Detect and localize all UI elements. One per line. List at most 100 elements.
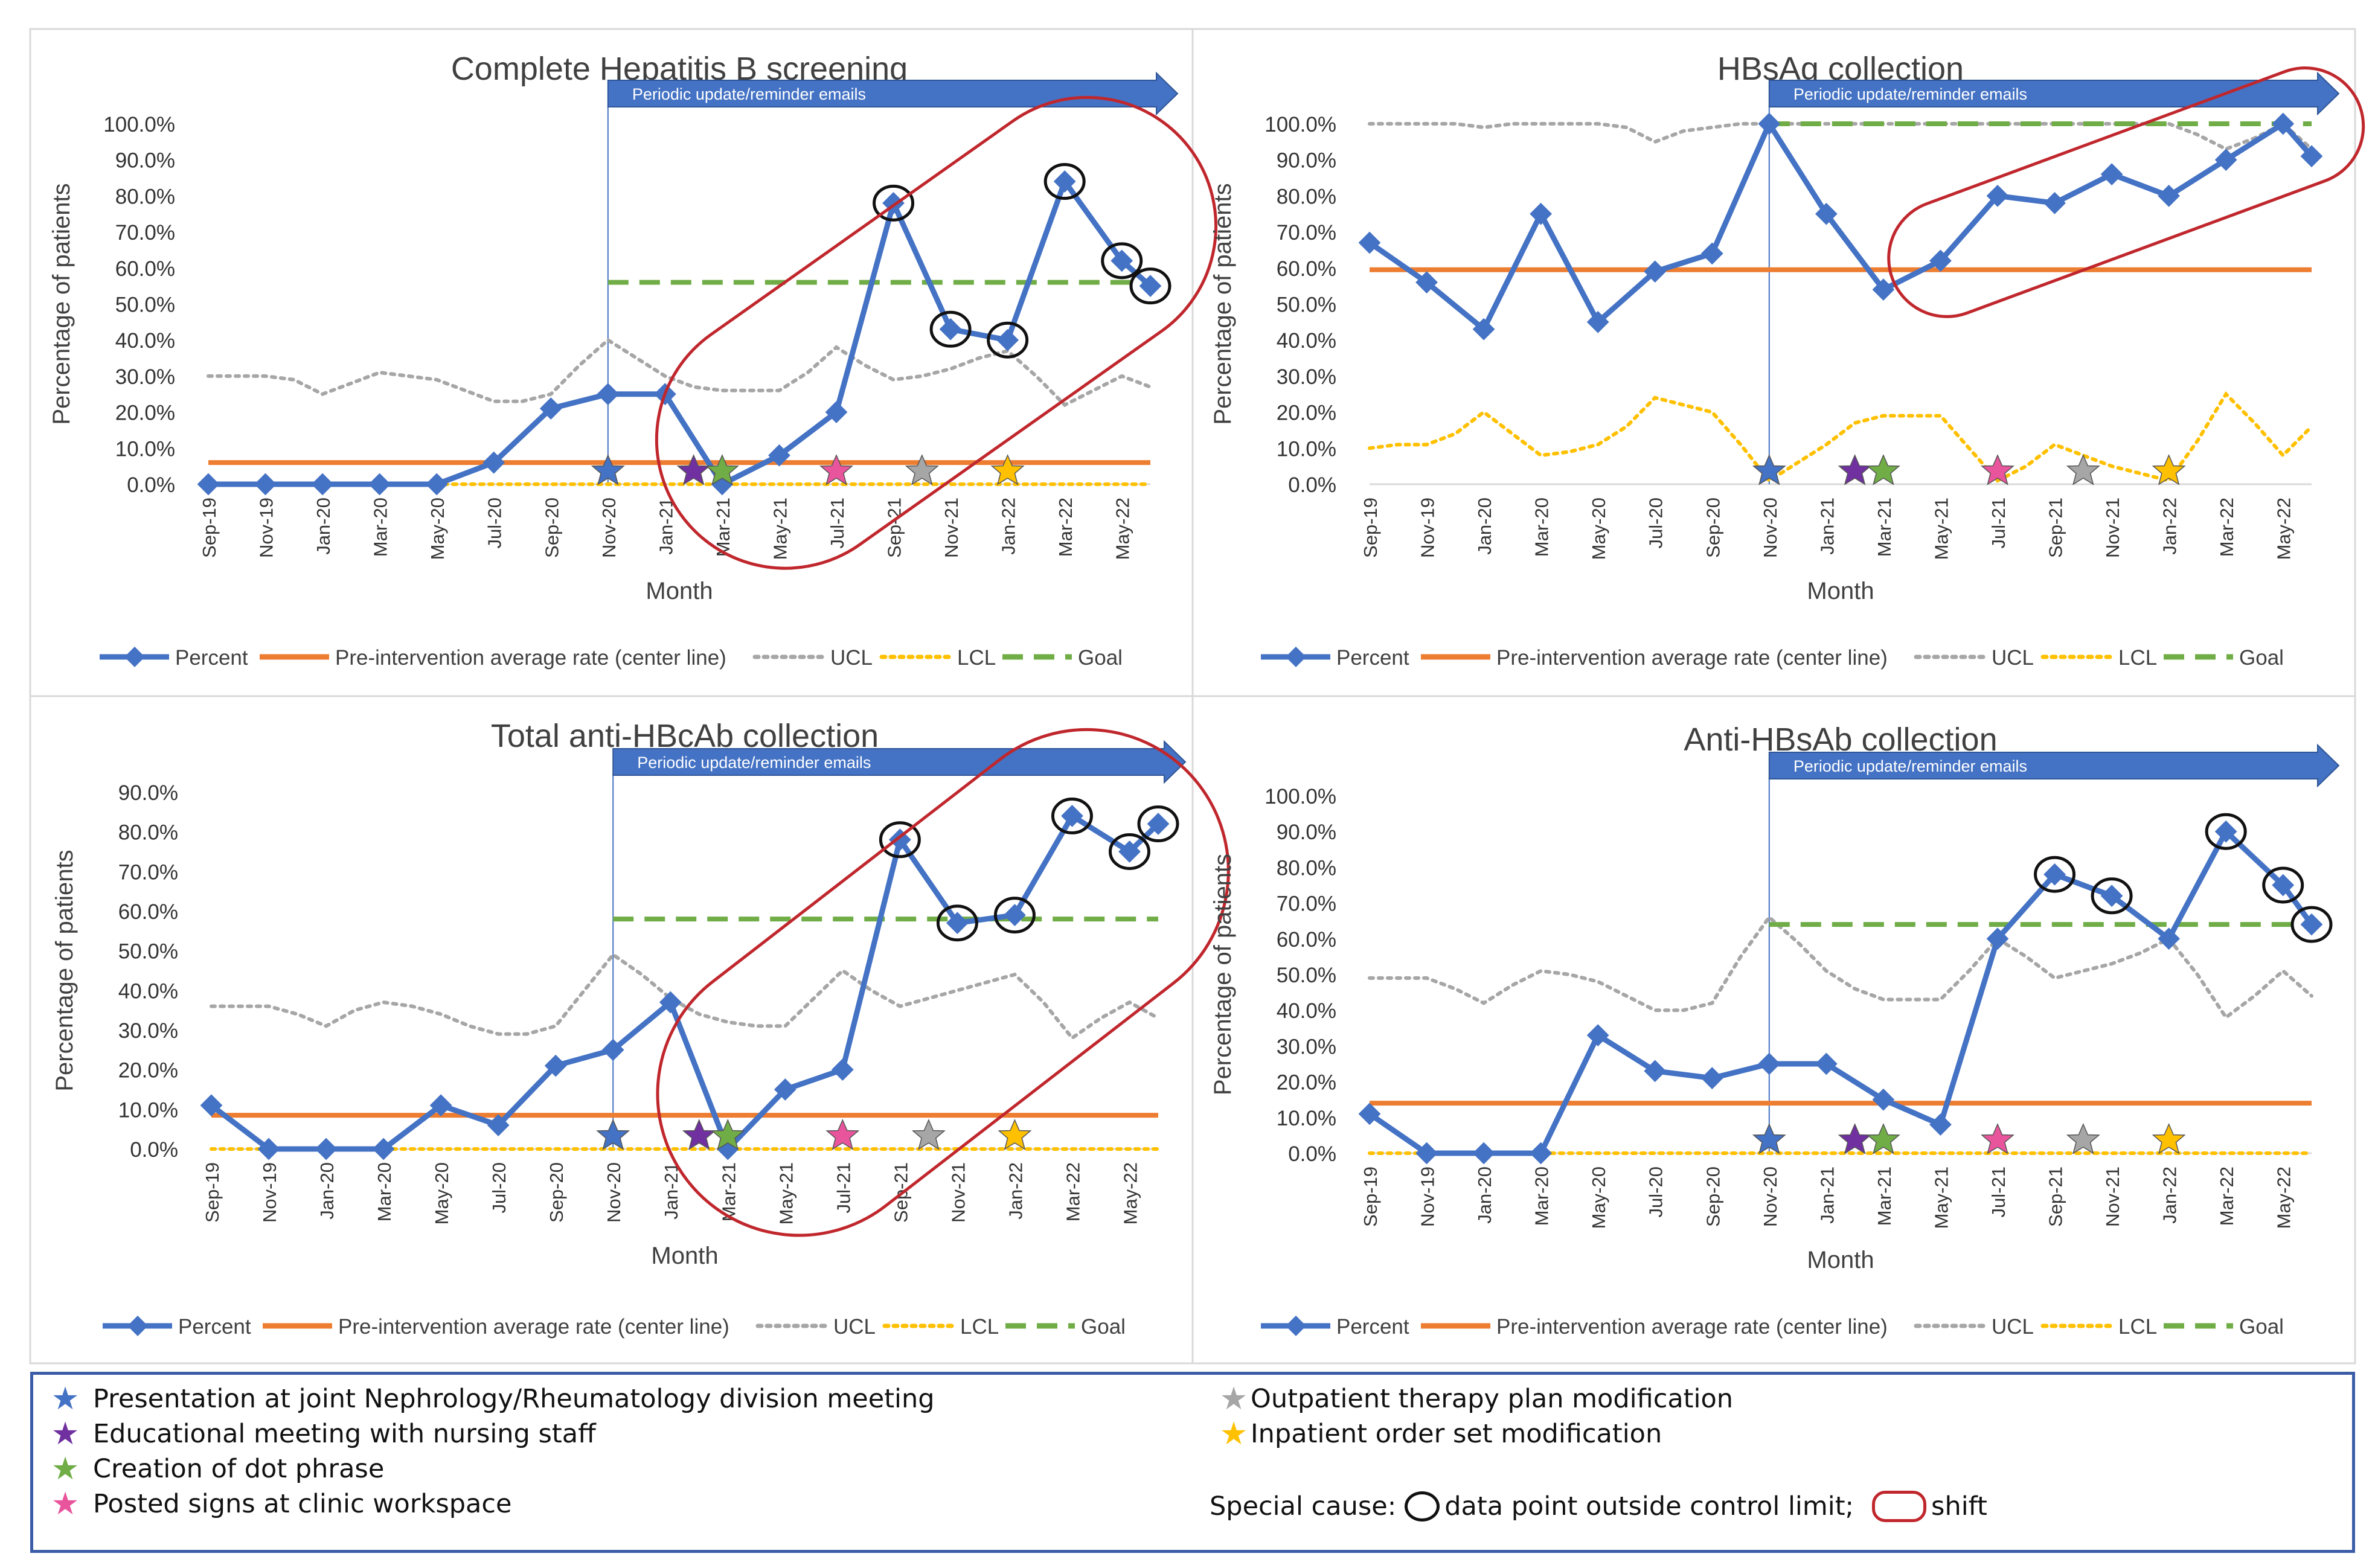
reminder-arrow [1768,743,2340,788]
x-tick-label: Nov-21 [2102,1166,2123,1227]
event-star-presentation [596,1119,630,1150]
legend-item-presentation: ★ Presentation at joint Nephrology/Rheum… [48,1383,935,1415]
event-star-presentation [1752,454,1786,485]
special-cause-circle-label: data point outside control limit; [1444,1491,1854,1522]
y-tick-label: 30.0% [1277,365,1336,389]
reminder-arrow [612,740,1187,784]
special-cause-circle [987,321,1029,359]
x-tick-label: May-21 [1931,1166,1952,1229]
lcl-line [1368,391,2313,484]
y-tick-label: 10.0% [1277,437,1336,461]
percent-marker [1111,249,1133,272]
y-tick-label: 90.0% [115,149,175,173]
special-cause-circle [1051,797,1093,834]
percent-marker [1415,271,1438,294]
x-tick-label: Nov-19 [259,1162,280,1223]
legend-label-center: Pre-intervention average rate (center li… [1496,646,1888,670]
x-tick-label: Mar-22 [2216,498,2237,557]
chart-panel-2: HBsAg collection0.0%10.0%20.0%30.0%40.0%… [1210,51,2365,670]
x-tick-label: Jan-21 [661,1162,682,1220]
y-tick-label: 90.0% [1277,149,1336,173]
purple-star-icon: ★ [51,1416,80,1452]
x-tick-label: Jan-21 [1816,1166,1838,1224]
legend-marker-percent [1286,1316,1306,1336]
y-tick-label: 80.0% [1277,185,1336,208]
x-tick-label: Sep-19 [1360,1166,1381,1227]
legend-label-goal: Goal [1078,646,1123,670]
y-axis-label: Percentage of patients [1210,854,1236,1095]
y-tick-label: 50.0% [1277,293,1336,317]
legend-label-lcl: LCL [2118,646,2157,670]
x-tick-label: Sep-20 [1702,1166,1723,1227]
y-tick-label: 90.0% [118,781,178,805]
x-tick-label: Jul-21 [827,498,848,548]
percent-marker [1986,185,2009,207]
y-tick-label: 40.0% [115,329,175,353]
x-tick-label: Jan-21 [1816,498,1838,555]
x-tick-label: Mar-21 [1874,498,1895,557]
y-tick-label: 0.0% [130,1138,178,1162]
percent-marker [2158,927,2181,950]
reminder-arrow-label: Periodic update/reminder emails [1793,757,2027,775]
x-tick-label: Jan-22 [1005,1162,1026,1220]
x-tick-label: Jan-22 [2159,498,2181,555]
x-tick-label: Jan-22 [2159,1166,2181,1224]
legend-label-therapy: Outpatient therapy plan modification [1251,1384,1734,1414]
percent-marker [539,397,562,420]
y-tick-label: 40.0% [118,979,178,1003]
percent-marker [1530,1142,1553,1165]
x-tick-label: Mar-20 [1531,1166,1553,1226]
x-tick-label: Jan-21 [655,498,676,555]
y-tick-label: 20.0% [118,1059,178,1083]
x-tick-label: Sep-19 [199,498,220,558]
legend-label-percent: Percent [1336,1315,1409,1339]
percent-marker [544,1054,567,1077]
y-axis-label: Percentage of patients [1210,183,1236,424]
legend-item-dot-phrase: ★ Creation of dot phrase [48,1453,385,1485]
percent-marker [1472,318,1495,341]
x-tick-label: May-22 [1120,1162,1141,1224]
percent-line [1368,121,2314,332]
percent-marker [368,473,391,496]
shift-outline [1887,66,2365,318]
x-tick-label: Nov-20 [603,1162,624,1223]
chart-panel-1: Complete Hepatitis B screening0.0%10.0%2… [48,51,1218,670]
percent-marker [1872,278,1895,301]
y-tick-label: 60.0% [115,257,175,281]
legend-label-lcl: LCL [960,1315,999,1339]
shift-outline [656,728,1230,1237]
legend-item-order-set: ★ Inpatient order set modification [1217,1418,1662,1450]
y-tick-label: 30.0% [118,1019,178,1043]
x-tick-label: Nov-19 [1417,1166,1438,1227]
special-cause-circle [993,897,1036,934]
y-tick-label: 40.0% [1277,999,1336,1023]
percent-marker [1815,1052,1838,1075]
percent-marker [1986,927,2009,950]
percent-marker [996,328,1019,351]
x-tick-label: May-21 [1931,498,1952,560]
legend-label-goal: Goal [2239,1315,2284,1339]
y-tick-label: 20.0% [1277,1071,1336,1095]
event-star-dot [711,1119,745,1150]
x-tick-label: Nov-20 [1760,498,1781,558]
percent-marker [768,444,790,467]
y-tick-label: 10.0% [115,437,175,461]
x-tick-label: Sep-19 [202,1162,223,1223]
x-axis-label: Month [646,578,713,604]
percent-marker [487,1114,510,1136]
x-tick-label: May-22 [2274,498,2295,560]
legend-label-percent: Percent [1336,646,1409,670]
y-tick-label: 10.0% [118,1098,178,1122]
x-tick-label: Jan-20 [1474,1166,1495,1224]
legend-label-lcl: LCL [2118,1315,2157,1339]
x-tick-label: May-21 [769,498,790,560]
special-cause-circle [1101,242,1143,280]
ucl-line [210,952,1160,1041]
event-star-order [2152,1123,2186,1154]
percent-marker [2043,191,2066,214]
y-tick-label: 80.0% [1277,856,1336,880]
x-tick-label: Jul-20 [489,1162,510,1213]
y-tick-label: 60.0% [1277,928,1336,952]
event-star-signs [1981,1123,2014,1154]
